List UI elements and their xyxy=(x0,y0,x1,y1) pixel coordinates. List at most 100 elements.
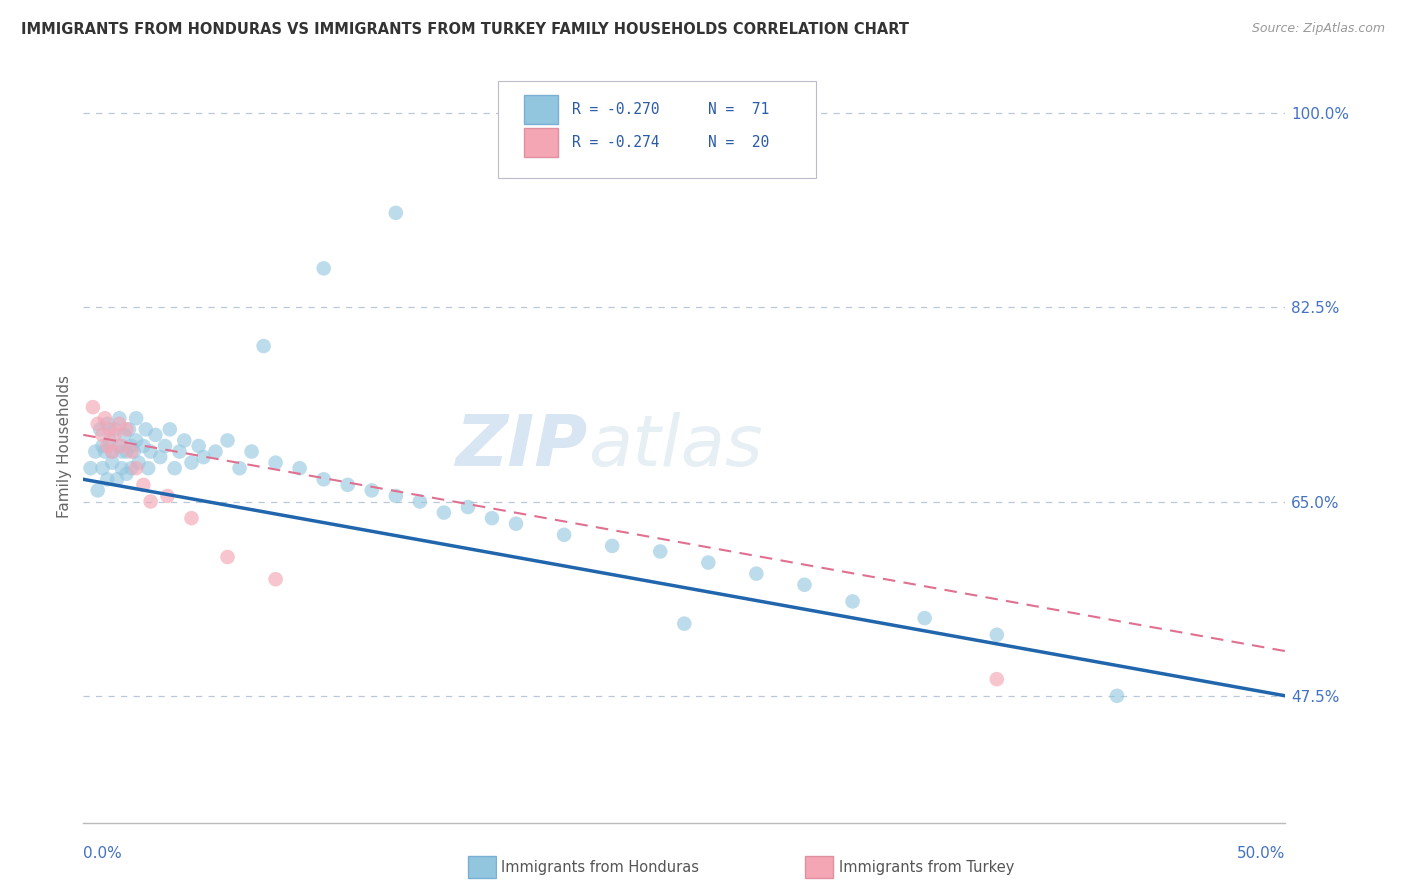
Point xyxy=(600,539,623,553)
Point xyxy=(240,444,263,458)
Point xyxy=(1105,689,1128,703)
Point xyxy=(91,439,114,453)
Text: 0.0%: 0.0% xyxy=(83,846,122,861)
Point xyxy=(673,616,696,631)
Point xyxy=(173,434,195,448)
Point xyxy=(505,516,527,531)
Point xyxy=(108,411,131,425)
Point xyxy=(125,434,148,448)
Point xyxy=(96,472,118,486)
Point xyxy=(149,450,172,464)
Point xyxy=(156,489,179,503)
Point xyxy=(745,566,768,581)
Point xyxy=(91,428,114,442)
Point xyxy=(101,444,124,458)
Point xyxy=(385,489,408,503)
Point xyxy=(98,422,121,436)
Text: atlas: atlas xyxy=(588,411,762,481)
Point xyxy=(228,461,250,475)
Point xyxy=(481,511,503,525)
Text: Immigrants from Turkey: Immigrants from Turkey xyxy=(839,860,1014,875)
Point xyxy=(841,594,863,608)
Point xyxy=(120,461,142,475)
Point xyxy=(82,400,104,414)
Text: R = -0.274: R = -0.274 xyxy=(572,135,659,150)
Point xyxy=(96,417,118,431)
Point xyxy=(135,422,157,436)
Point xyxy=(125,461,148,475)
Point xyxy=(94,411,117,425)
Text: 50.0%: 50.0% xyxy=(1237,846,1285,861)
Point xyxy=(115,467,138,481)
Text: N =  20: N = 20 xyxy=(709,135,769,150)
Point xyxy=(145,428,167,442)
Point xyxy=(111,439,134,453)
Point xyxy=(132,439,155,453)
Point xyxy=(159,422,181,436)
Point xyxy=(94,444,117,458)
Point xyxy=(103,422,125,436)
Point xyxy=(108,439,131,453)
Point xyxy=(193,450,215,464)
Point xyxy=(264,572,287,586)
Point xyxy=(180,456,202,470)
Text: IMMIGRANTS FROM HONDURAS VS IMMIGRANTS FROM TURKEY FAMILY HOUSEHOLDS CORRELATION: IMMIGRANTS FROM HONDURAS VS IMMIGRANTS F… xyxy=(21,22,910,37)
Point xyxy=(252,339,274,353)
Point xyxy=(553,528,575,542)
Point xyxy=(336,478,359,492)
Point xyxy=(120,444,142,458)
Text: Source: ZipAtlas.com: Source: ZipAtlas.com xyxy=(1251,22,1385,36)
Bar xyxy=(524,128,558,157)
Text: ZIP: ZIP xyxy=(456,411,588,481)
Point xyxy=(132,478,155,492)
Point xyxy=(112,428,135,442)
Point xyxy=(217,434,239,448)
Point xyxy=(115,444,138,458)
Point xyxy=(312,472,335,486)
Point xyxy=(120,439,142,453)
Point xyxy=(697,556,720,570)
Point xyxy=(360,483,382,498)
Point xyxy=(122,444,145,458)
Point xyxy=(169,444,191,458)
Point xyxy=(288,461,311,475)
Point xyxy=(457,500,479,514)
Point xyxy=(105,472,128,486)
Point xyxy=(101,456,124,470)
Point xyxy=(84,444,107,458)
Point xyxy=(111,461,134,475)
Point xyxy=(103,428,125,442)
Point xyxy=(217,549,239,564)
Point xyxy=(111,444,134,458)
Point xyxy=(136,461,159,475)
Point xyxy=(101,444,124,458)
Point xyxy=(115,422,138,436)
Point xyxy=(79,461,101,475)
Point xyxy=(986,628,1008,642)
Text: R = -0.270: R = -0.270 xyxy=(572,102,659,117)
Point xyxy=(187,439,209,453)
Point xyxy=(986,672,1008,686)
Text: Immigrants from Honduras: Immigrants from Honduras xyxy=(502,860,700,875)
FancyBboxPatch shape xyxy=(498,81,817,178)
Point xyxy=(433,506,456,520)
Point xyxy=(86,417,108,431)
Point xyxy=(139,494,162,508)
Point xyxy=(118,422,141,436)
Point xyxy=(86,483,108,498)
Point xyxy=(264,456,287,470)
Point xyxy=(385,206,408,220)
Point xyxy=(204,444,226,458)
Point xyxy=(914,611,936,625)
Point xyxy=(312,261,335,276)
Point xyxy=(89,422,111,436)
Point xyxy=(409,494,432,508)
Point xyxy=(793,578,815,592)
Point xyxy=(139,444,162,458)
Point xyxy=(91,461,114,475)
Point xyxy=(108,417,131,431)
Point xyxy=(125,411,148,425)
Point xyxy=(180,511,202,525)
Point xyxy=(128,456,150,470)
Point xyxy=(153,439,176,453)
